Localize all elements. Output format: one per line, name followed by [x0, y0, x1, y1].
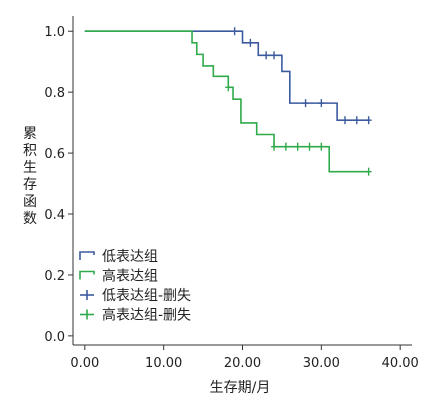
x-tick-label: 40.00 — [382, 356, 419, 371]
y-tick-label: 0.0 — [44, 330, 65, 345]
legend-line-swatch-1 — [79, 270, 95, 280]
x-tick-label: 20.00 — [224, 356, 261, 371]
legend-censor-label-1: 高表达组-删失 — [102, 307, 191, 324]
x-axis-label: 生存期/月 — [210, 380, 271, 396]
y-label-char: 生 — [23, 160, 37, 176]
legend-line-swatch-0 — [79, 251, 95, 260]
x-tick-label: 0.00 — [70, 356, 99, 371]
legend-label-0: 低表达组 — [102, 249, 158, 265]
y-label-char: 累 — [23, 126, 37, 142]
y-label-char: 函 — [23, 194, 37, 210]
ticks: 0.0 0.2 0.4 0.6 0.8 1.0 0.00 10.00 20.00 30.00 40.… — [44, 25, 418, 371]
legend-label-1: 高表达组 — [102, 268, 158, 285]
censor-marks — [225, 27, 372, 176]
y-tick-label: 0.8 — [44, 86, 65, 101]
y-label-char: 存 — [23, 177, 37, 193]
y-tick-label: 0.6 — [44, 147, 65, 162]
series-line-1 — [84, 30, 369, 173]
y-label-char: 数 — [23, 211, 37, 227]
x-tick-label: 30.00 — [303, 356, 340, 371]
series-line-0 — [84, 30, 369, 121]
survival-lines — [84, 30, 369, 173]
y-tick-label: 0.4 — [44, 208, 65, 223]
y-tick-label: 0.2 — [44, 269, 65, 284]
legend-censor-label-0: 低表达组-删失 — [102, 288, 191, 304]
y-tick-label: 1.0 — [44, 25, 65, 40]
x-tick-label: 10.00 — [145, 356, 182, 371]
y-label-char: 积 — [23, 143, 37, 159]
